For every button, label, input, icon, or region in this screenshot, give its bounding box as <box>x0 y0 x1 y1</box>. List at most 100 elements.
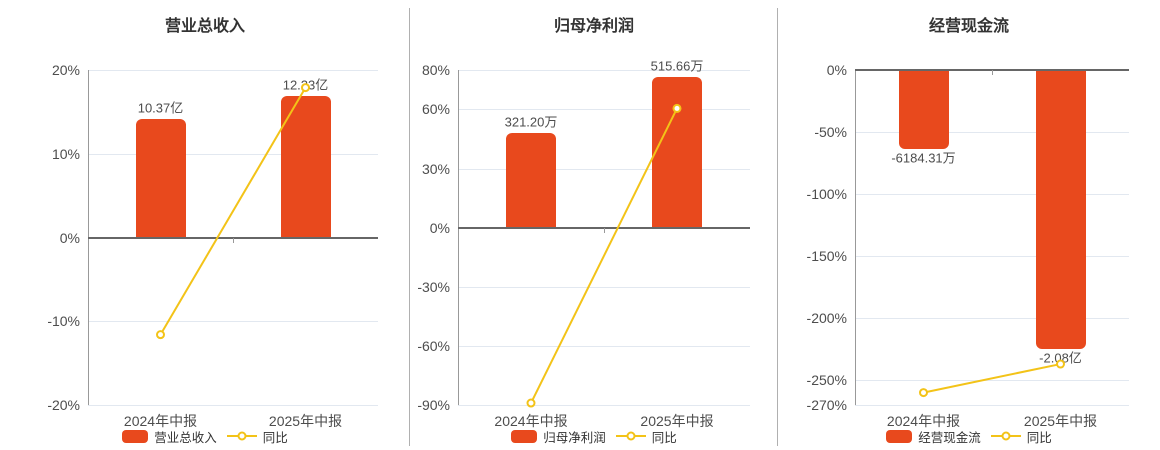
y-axis-tick-label: -10% <box>47 313 80 330</box>
gridline <box>458 168 750 170</box>
gridline <box>458 286 750 288</box>
bar-period-1[interactable] <box>898 70 949 150</box>
x-axis-tick <box>604 227 605 233</box>
yoy-line-layer <box>526 103 682 408</box>
legend-item-bar-series[interactable]: 经营现金流 <box>886 427 981 446</box>
gridline <box>88 405 378 406</box>
chart-panel-operating-cash-flow: 经营现金流 0% -50% -100% -150% -200% -250% -270% -61… <box>778 0 1160 450</box>
plot-area: 0% -50% -100% -150% -200% -250% -270% -6184.31万… <box>807 62 1129 413</box>
y-axis-tick-label: -50% <box>814 124 847 141</box>
yoy-line-layer <box>156 83 310 340</box>
bar-value-label: 515.66万 <box>650 58 704 74</box>
legend-item-line-series[interactable]: 同比 <box>615 427 677 446</box>
legend-item-bar-series[interactable]: 归母净利润 <box>511 427 606 446</box>
line-series-name: 同比 <box>262 430 288 445</box>
legend-item-bar-series[interactable]: 营业总收入 <box>122 427 217 446</box>
bar-period-2[interactable] <box>652 77 702 228</box>
y-axis-tick-label: -30% <box>417 278 450 295</box>
yoy-line <box>159 87 307 336</box>
bar-period-2[interactable] <box>1035 70 1086 350</box>
y-axis-line <box>458 70 459 405</box>
gridline <box>855 380 1129 382</box>
gridline <box>855 194 1129 196</box>
bar-series-name: 经营现金流 <box>918 430 981 445</box>
legend: 经营现金流 同比 <box>778 427 1160 446</box>
gridline <box>458 405 750 406</box>
gridline <box>88 321 378 323</box>
yoy-line <box>530 107 678 404</box>
bar-period-2[interactable] <box>280 95 331 238</box>
y-axis-tick-label: 0% <box>826 62 847 78</box>
y-axis-tick-label: 10% <box>51 145 80 162</box>
bar-series-name: 归母净利润 <box>543 430 606 445</box>
gridline <box>88 70 378 71</box>
gridline <box>458 109 750 111</box>
line-series-name: 同比 <box>651 430 677 445</box>
chart-title: 经营现金流 <box>928 18 1009 35</box>
x-axis-tick <box>233 237 234 243</box>
yoy-point[interactable] <box>156 330 165 340</box>
y-axis-tick-label: 30% <box>421 160 450 177</box>
x-category-label: 2025年中报 <box>268 413 343 429</box>
chart-panel-revenue: 营业总收入 20%10%0%-10%-20%10.37亿12.23亿 营业总收入… <box>0 0 410 450</box>
yoy-line <box>923 363 1061 394</box>
x-category-label: 2024年中报 <box>123 413 198 429</box>
y-axis-tick-label: -100% <box>806 186 847 203</box>
y-axis-tick-label: -270% <box>806 397 847 413</box>
yoy-point[interactable] <box>301 83 310 93</box>
line-series-marker-icon <box>615 430 646 443</box>
yoy-point[interactable] <box>1056 359 1065 369</box>
chart-title: 归母净利润 <box>553 18 634 35</box>
legend: 营业总收入 同比 <box>0 427 410 446</box>
bar-value-label: 321.20万 <box>504 114 558 130</box>
bar-period-1[interactable] <box>135 118 186 238</box>
y-axis-tick-label: 60% <box>421 101 450 118</box>
plot-area: 80% 60% 30% 0% -30% -60% -90% 321.20万 515.66万 <box>417 59 750 413</box>
x-category-label: 2024年中报 <box>886 413 961 429</box>
y-axis-tick-label: -150% <box>806 248 847 265</box>
bar-series-swatch <box>886 429 913 443</box>
gridline <box>88 153 378 155</box>
y-axis-tick-label: 0% <box>59 229 80 246</box>
legend: 归母净利润 同比 <box>410 427 778 446</box>
x-category-label: 2025年中报 <box>640 413 714 429</box>
yoy-point[interactable] <box>672 103 682 113</box>
line-series-marker-icon <box>990 430 1021 443</box>
gridline <box>855 256 1129 258</box>
bar-series-swatch <box>511 429 538 443</box>
gridline <box>458 345 750 347</box>
line-series-name: 同比 <box>1026 430 1052 445</box>
bar-period-1[interactable] <box>506 133 556 228</box>
bar-value-label: 10.37亿 <box>137 100 184 116</box>
yoy-line-layer <box>919 359 1065 398</box>
bar-series-name: 营业总收入 <box>154 430 217 445</box>
y-axis-tick-label: 0% <box>429 219 450 236</box>
line-series-marker-icon <box>226 430 257 443</box>
gridline <box>458 70 750 71</box>
chart-panel-net-profit: 归母净利润 80% 60% 30% 0% -30% -60% -90% 321.20万 515.… <box>410 0 778 450</box>
x-category-label: 2025年中报 <box>1023 413 1098 429</box>
y-axis-tick-label: -200% <box>806 310 847 327</box>
bar-series-swatch <box>122 429 149 443</box>
y-axis-line <box>855 70 856 405</box>
bar-value-label: -2.08亿 <box>1039 350 1082 366</box>
chart-title: 营业总收入 <box>164 18 245 35</box>
legend-item-line-series[interactable]: 同比 <box>226 427 288 446</box>
bar-value-label: -6184.31万 <box>891 150 956 166</box>
gridline <box>855 132 1129 134</box>
yoy-point[interactable] <box>919 388 928 398</box>
x-category-label: 2024年中报 <box>494 413 568 429</box>
y-axis-tick-label: -250% <box>806 372 847 389</box>
x-axis-tick <box>992 70 993 75</box>
y-axis-tick-label: -90% <box>417 397 450 413</box>
y-axis-tick-label: -20% <box>47 397 80 413</box>
y-axis-tick-label: 20% <box>51 62 80 78</box>
plot-area: 20%10%0%-10%-20%10.37亿12.23亿 <box>47 62 378 413</box>
y-axis-tick-label: 80% <box>421 62 450 78</box>
gridline <box>855 318 1129 320</box>
y-axis-tick-label: -60% <box>417 337 450 354</box>
yoy-point[interactable] <box>526 398 536 408</box>
gridline <box>855 405 1129 406</box>
legend-item-line-series[interactable]: 同比 <box>990 427 1052 446</box>
